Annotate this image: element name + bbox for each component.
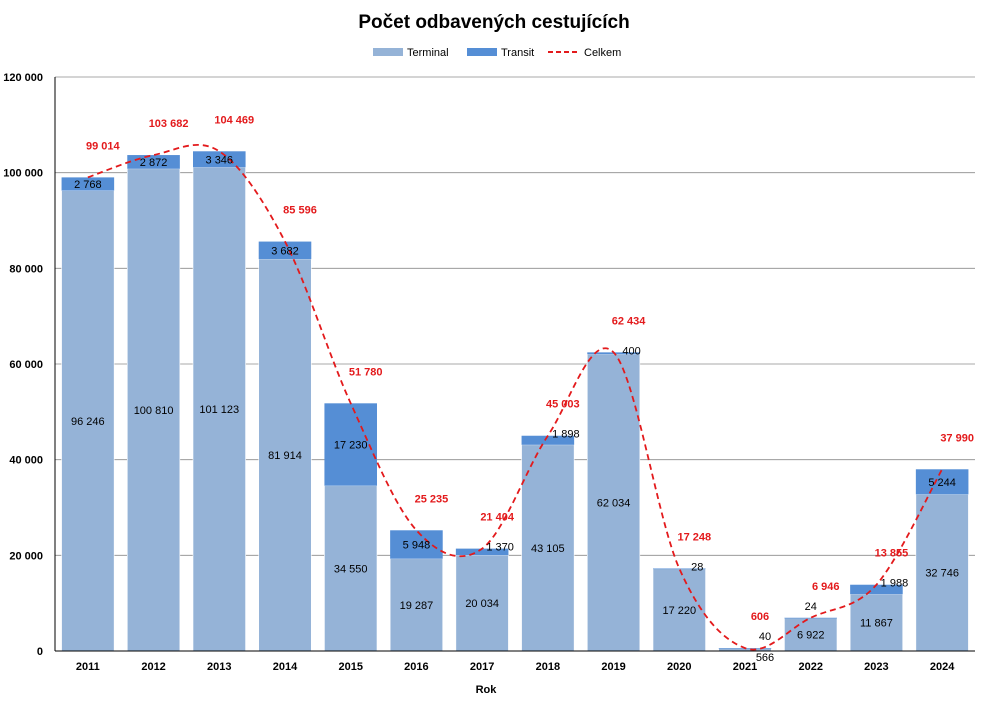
- transit-label: 2 872: [140, 157, 168, 169]
- total-label: 37 990: [940, 432, 974, 444]
- y-tick-label: 120 000: [3, 72, 43, 84]
- data-labels: 96 246 2 768 99 014 100 810 2 872 103 682 101 …: [71, 114, 974, 664]
- transit-label: 1 898: [552, 429, 580, 441]
- x-tick-label: 2024: [930, 661, 955, 673]
- bar-transit: [915, 469, 969, 495]
- transit-label: 3 346: [206, 154, 234, 166]
- total-label: 606: [751, 611, 769, 623]
- transit-label: 3 682: [271, 245, 299, 257]
- x-tick-label: 2019: [601, 661, 625, 673]
- chart-title: Počet odbavených cestujících: [358, 12, 629, 33]
- bar-transit: [61, 177, 115, 191]
- total-label: 17 248: [677, 531, 711, 543]
- terminal-label: 100 810: [134, 405, 174, 417]
- y-tick-label: 20 000: [9, 550, 43, 562]
- x-tick-label: 2011: [76, 661, 100, 673]
- terminal-label: 11 867: [860, 618, 893, 630]
- y-tick-label: 40 000: [9, 455, 43, 467]
- terminal-label: 62 034: [597, 498, 631, 510]
- legend-swatch-terminal: [373, 48, 403, 56]
- terminal-label: 43 105: [531, 543, 565, 555]
- bar-terminal: [586, 353, 641, 652]
- total-label: 25 235: [415, 493, 449, 505]
- terminal-label: 17 220: [662, 605, 696, 617]
- x-tick-label: 2018: [536, 661, 560, 673]
- total-label: 51 780: [349, 366, 383, 378]
- transit-label: 40: [759, 631, 771, 643]
- y-tick-label: 60 000: [9, 359, 43, 371]
- transit-label: 5 244: [928, 477, 956, 489]
- bar-terminal: [126, 168, 181, 652]
- bar-terminal: [521, 444, 575, 652]
- x-tick-label: 2015: [338, 661, 362, 673]
- terminal-label: 566: [756, 652, 774, 664]
- x-axis-ticks: 2011 2012 2013 2014 2015 2016 2017 2018 2019 2020…: [76, 661, 955, 673]
- bar-transit: [324, 403, 377, 486]
- total-label: 62 434: [612, 315, 647, 327]
- transit-label: 400: [622, 345, 640, 357]
- total-label: 99 014: [86, 140, 121, 152]
- terminal-label: 101 123: [199, 404, 239, 416]
- transit-label: 28: [691, 561, 703, 573]
- legend-label-transit: Transit: [501, 47, 534, 59]
- x-tick-label: 2022: [798, 661, 822, 673]
- total-label: 103 682: [149, 118, 189, 130]
- y-tick-label: 80 000: [9, 263, 43, 275]
- bar-transit: [653, 568, 706, 570]
- bar-transit: [784, 617, 837, 619]
- terminal-label: 20 034: [465, 598, 499, 610]
- total-label: 21 404: [480, 512, 515, 524]
- terminal-label: 81 914: [268, 450, 302, 462]
- transit-label: 5 948: [403, 540, 431, 552]
- y-tick-label: 100 000: [3, 168, 43, 180]
- total-label: 104 469: [214, 114, 254, 126]
- terminal-label: 34 550: [334, 563, 368, 575]
- legend-label-terminal: Terminal: [407, 47, 449, 59]
- x-tick-label: 2017: [470, 661, 494, 673]
- bar-terminal: [389, 558, 444, 652]
- gridlines: [55, 76, 975, 556]
- total-label: 13 855: [875, 548, 909, 560]
- y-tick-label: 0: [37, 646, 43, 658]
- bar-terminal: [652, 568, 706, 652]
- legend-label-celkem: Celkem: [584, 47, 621, 59]
- x-tick-label: 2014: [273, 661, 298, 673]
- bar-terminal: [915, 494, 969, 652]
- transit-label: 17 230: [334, 440, 368, 452]
- bar-terminal: [324, 485, 378, 652]
- total-label: 85 596: [283, 205, 317, 217]
- legend-swatch-transit: [467, 48, 497, 56]
- bar-terminal: [455, 554, 509, 652]
- bar-transit: [521, 435, 575, 445]
- bar-transit: [258, 241, 312, 260]
- transit-label: 2 768: [74, 179, 102, 191]
- bars: [61, 151, 969, 652]
- transit-label: 1 370: [486, 542, 514, 554]
- terminal-label: 6 922: [797, 629, 825, 641]
- x-tick-label: 2020: [667, 661, 691, 673]
- total-label: 45 003: [546, 399, 580, 411]
- terminal-label: 96 246: [71, 416, 105, 428]
- bar-transit: [390, 530, 443, 559]
- legend: Terminal Transit Celkem: [373, 47, 621, 59]
- x-tick-label: 2021: [733, 661, 757, 673]
- transit-label: 24: [805, 601, 817, 613]
- y-axis-ticks: 0 20 000 40 000 60 000 80 000 100 000 120 000: [3, 72, 43, 658]
- transit-label: 1 988: [881, 578, 909, 590]
- x-tick-label: 2012: [141, 661, 165, 673]
- total-line-path: [87, 143, 943, 651]
- total-line: [87, 143, 943, 651]
- total-label: 6 946: [812, 581, 840, 593]
- bar-terminal: [61, 190, 115, 652]
- terminal-label: 32 746: [925, 568, 959, 580]
- bar-transit: [850, 584, 903, 595]
- x-axis-label: Rok: [476, 684, 498, 696]
- x-tick-label: 2023: [864, 661, 888, 673]
- bar-transit: [455, 548, 509, 556]
- terminal-label: 19 287: [400, 600, 434, 612]
- x-tick-label: 2016: [404, 661, 428, 673]
- x-tick-label: 2013: [207, 661, 231, 673]
